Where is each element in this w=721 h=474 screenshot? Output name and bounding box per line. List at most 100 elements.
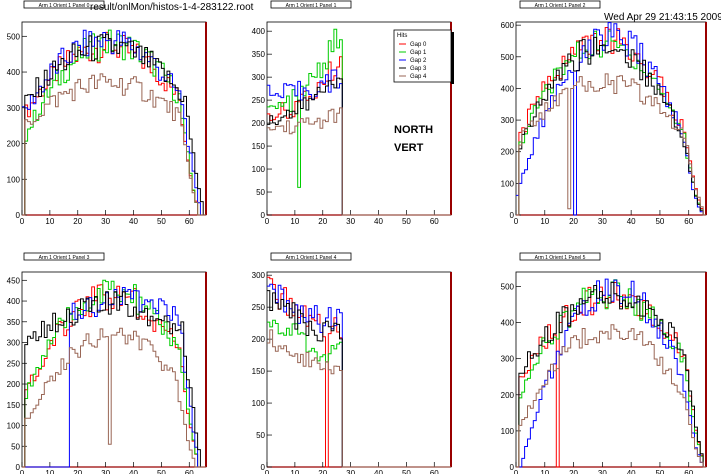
y-tick-label: 0: [261, 211, 266, 220]
x-tick-label: 50: [402, 469, 411, 474]
panel-title-text: Arm 1 Orient 1 Panel 4: [286, 255, 337, 261]
legend-label: Gap 3: [410, 66, 427, 72]
x-tick-label: 10: [290, 217, 299, 226]
y-tick-label: 100: [501, 179, 515, 188]
y-tick-label: 100: [252, 165, 266, 174]
y-tick-label: 300: [7, 104, 21, 113]
y-tick-label: 250: [252, 303, 266, 312]
y-tick-label: 350: [252, 50, 266, 59]
panel-title: Arm 1 Orient 1 Panel 1: [270, 0, 352, 9]
panel-title-box: [519, 252, 601, 261]
panel-3: Arm 1 Orient 1 Panel 3050100150200250300…: [7, 252, 207, 474]
y-tick-label: 400: [7, 68, 21, 77]
x-tick-label: 20: [318, 469, 327, 474]
panel-title-text: Arm 1 Orient 1 Panel 0: [39, 3, 90, 9]
y-tick-label: 0: [510, 463, 515, 472]
y-tick-label: 50: [256, 188, 265, 197]
x-tick-label: 10: [45, 469, 54, 474]
series-gap-2: [516, 278, 706, 468]
y-tick-label: 50: [11, 442, 20, 451]
series-gap-3: [516, 36, 706, 216]
series-gap-2: [267, 69, 451, 216]
panel-title-box: [519, 0, 601, 9]
x-tick-label: 30: [101, 469, 110, 474]
y-tick-label: 300: [7, 339, 21, 348]
y-tick-label: 100: [7, 175, 21, 184]
series-gap-3: [267, 290, 451, 468]
panel-title-box: [270, 252, 352, 261]
y-tick-label: 200: [252, 119, 266, 128]
legend-label: Gap 4: [410, 74, 427, 80]
series-gap-4: [22, 73, 206, 216]
panel-title-box: [270, 0, 352, 9]
x-tick-label: 20: [318, 217, 327, 226]
series-gap-4: [516, 73, 706, 216]
series-gap-2: [22, 287, 206, 468]
y-tick-label: 200: [7, 380, 21, 389]
annotation-vert: VERT: [394, 142, 424, 154]
series-gap-3: [22, 33, 206, 216]
series-gap-1: [22, 279, 206, 468]
y-tick-label: 0: [261, 463, 266, 472]
x-tick-label: 50: [402, 217, 411, 226]
series-gap-4: [267, 107, 451, 216]
y-tick-label: 200: [501, 391, 515, 400]
panel-title: Arm 1 Orient 1 Panel 4: [270, 252, 352, 261]
series-gap-1: [267, 319, 451, 468]
x-tick-label: 50: [655, 469, 664, 474]
x-tick-label: 60: [185, 217, 194, 226]
series-gap-0: [22, 31, 206, 216]
x-tick-label: 30: [598, 469, 607, 474]
y-tick-label: 200: [252, 335, 266, 344]
x-tick-label: 0: [514, 469, 519, 474]
x-tick-label: 60: [430, 469, 439, 474]
x-tick-label: 40: [129, 217, 138, 226]
y-tick-label: 0: [16, 463, 21, 472]
panel-title: Arm 1 Orient 1 Panel 3: [23, 252, 105, 261]
x-tick-label: 50: [655, 217, 664, 226]
series-gap-4: [267, 329, 451, 468]
x-tick-label: 60: [684, 469, 693, 474]
legend-label: Gap 2: [410, 58, 427, 64]
x-tick-label: 0: [265, 469, 270, 474]
y-tick-label: 150: [252, 367, 266, 376]
x-tick-label: 30: [101, 217, 110, 226]
x-tick-label: 0: [20, 469, 25, 474]
x-tick-label: 20: [569, 217, 578, 226]
x-tick-label: 30: [346, 217, 355, 226]
y-tick-label: 400: [252, 27, 266, 36]
y-tick-label: 200: [501, 148, 515, 157]
y-tick-label: 300: [501, 116, 515, 125]
y-tick-label: 100: [501, 427, 515, 436]
x-tick-label: 10: [45, 217, 54, 226]
y-tick-label: 50: [256, 431, 265, 440]
y-tick-label: 300: [252, 73, 266, 82]
series-gap-4: [22, 327, 206, 468]
x-tick-label: 60: [684, 217, 693, 226]
y-tick-label: 200: [7, 140, 21, 149]
x-tick-label: 40: [374, 469, 383, 474]
legend-shadow: [451, 32, 454, 84]
panel-1: Arm 1 Orient 1 Panel 1050100150200250300…: [252, 0, 452, 226]
panel-4: Arm 1 Orient 1 Panel 4050100150200250300…: [252, 252, 452, 474]
y-tick-label: 450: [7, 276, 21, 285]
panel-title: Arm 1 Orient 1 Panel 2: [519, 0, 601, 9]
y-tick-label: 400: [7, 297, 21, 306]
y-tick-label: 300: [252, 271, 266, 280]
y-tick-label: 0: [16, 211, 21, 220]
panel-5: Arm 1 Orient 1 Panel 5 0 100 200 300 400 500 0 1…: [501, 252, 707, 474]
x-tick-label: 40: [129, 469, 138, 474]
y-tick-label: 300: [501, 355, 515, 364]
panel-2: Arm 1 Orient 1 Panel 2010020030040050060…: [501, 0, 707, 226]
series-gap-3: [516, 281, 706, 468]
x-tick-label: 50: [157, 469, 166, 474]
y-tick-label: 500: [501, 53, 515, 62]
panel-title-text: Arm 1 Orient 1 Panel 1: [286, 3, 337, 9]
x-tick-label: 0: [20, 217, 25, 226]
x-tick-label: 10: [540, 217, 549, 226]
panel-title: Arm 1 Orient 1 Panel 5: [519, 252, 601, 261]
x-tick-label: 60: [185, 469, 194, 474]
x-tick-label: 30: [598, 217, 607, 226]
